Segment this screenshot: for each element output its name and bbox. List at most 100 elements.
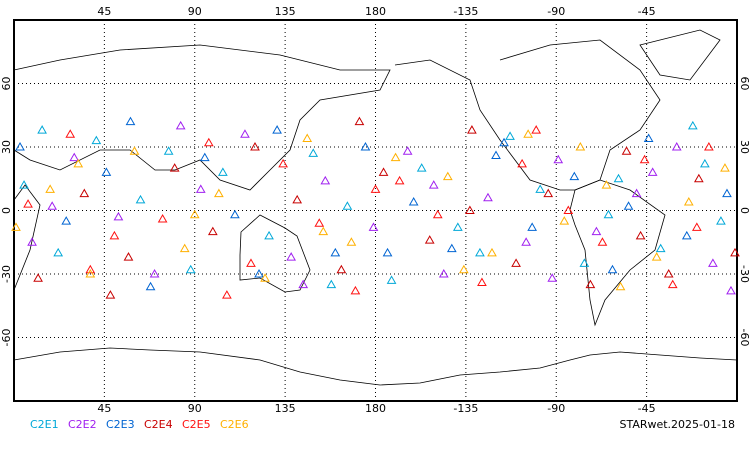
point-marker	[521, 237, 531, 246]
y-tick-label: 0	[738, 207, 750, 214]
x-tick-label: -135	[453, 402, 478, 415]
point-marker	[483, 192, 493, 202]
point-marker	[163, 146, 174, 155]
point-marker	[157, 213, 168, 223]
x-tick-label: 180	[365, 5, 386, 18]
point-marker	[535, 184, 546, 193]
point-marker	[15, 141, 25, 151]
point-marker	[597, 237, 608, 246]
x-tick-label: -45	[638, 402, 656, 415]
point-marker	[708, 258, 718, 267]
point-marker	[575, 141, 586, 151]
x-tick-label: -45	[638, 5, 656, 18]
legend-label: C2E5	[182, 418, 211, 431]
point-marker	[442, 171, 453, 181]
point-marker	[298, 279, 309, 289]
point-marker	[123, 252, 134, 261]
point-marker	[446, 243, 457, 253]
point-marker	[487, 247, 497, 257]
point-marker	[320, 175, 331, 185]
point-marker	[195, 184, 206, 193]
point-marker	[203, 137, 214, 147]
point-marker	[145, 281, 156, 291]
point-marker	[37, 125, 47, 134]
point-marker	[386, 275, 397, 284]
point-marker	[254, 268, 264, 278]
point-marker	[207, 226, 218, 236]
y-tick-label: -30	[738, 265, 750, 283]
point-marker	[129, 146, 140, 155]
point-marker	[428, 180, 439, 189]
point-marker	[667, 279, 678, 289]
legend-label: C2E2	[68, 418, 97, 431]
point-marker	[109, 230, 120, 240]
point-marker	[543, 188, 554, 198]
point-marker	[613, 173, 624, 183]
point-marker	[260, 273, 270, 282]
point-marker	[663, 268, 674, 278]
point-marker	[651, 252, 662, 261]
point-marker	[438, 268, 449, 278]
point-marker	[346, 237, 357, 246]
point-marker	[105, 290, 116, 299]
point-marker	[553, 154, 564, 164]
point-marker	[350, 285, 361, 295]
point-marker	[213, 188, 224, 198]
point-marker	[23, 199, 33, 208]
point-marker	[491, 150, 501, 159]
point-marker	[671, 141, 682, 151]
point-marker	[113, 211, 124, 221]
points	[11, 116, 740, 299]
point-marker	[199, 152, 210, 162]
point-marker	[318, 226, 329, 236]
point-marker	[175, 120, 186, 130]
point-marker	[326, 279, 337, 289]
point-marker	[722, 188, 732, 198]
point-marker	[621, 146, 632, 155]
point-marker	[230, 209, 240, 219]
point-marker	[603, 209, 614, 219]
point-marker	[246, 258, 256, 267]
point-marker	[354, 116, 365, 126]
point-marker	[559, 216, 570, 225]
point-marker	[302, 133, 313, 143]
point-marker	[378, 167, 389, 176]
point-marker	[149, 268, 160, 278]
point-marker	[655, 243, 666, 253]
point-marker	[382, 247, 393, 257]
point-marker	[527, 222, 538, 231]
y-tick-label: 60	[738, 77, 750, 91]
x-tick-label: 90	[188, 5, 202, 18]
point-marker	[292, 194, 303, 204]
point-marker	[330, 247, 341, 257]
y-tick-label: -30	[0, 265, 13, 283]
point-marker	[635, 230, 646, 240]
point-marker	[647, 167, 658, 176]
x-tick-label: 180	[365, 402, 386, 415]
point-marker	[135, 194, 146, 204]
legend-label: C2E6	[220, 418, 249, 431]
point-marker	[185, 264, 196, 274]
x-tick-label: 135	[275, 402, 296, 415]
point-marker	[477, 277, 487, 286]
point-marker	[408, 197, 419, 206]
point-marker	[691, 222, 702, 231]
point-marker	[643, 133, 654, 143]
point-marker	[591, 226, 602, 236]
point-marker	[278, 158, 288, 168]
point-marker	[11, 222, 21, 231]
point-marker	[360, 141, 371, 151]
point-marker	[169, 163, 180, 172]
point-marker	[465, 205, 475, 214]
point-marker	[65, 129, 76, 138]
point-marker	[623, 201, 634, 210]
point-marker	[85, 264, 96, 274]
legend-label: C2E1	[30, 418, 59, 431]
point-marker	[79, 188, 90, 198]
point-marker	[69, 152, 80, 162]
point-marker	[720, 163, 730, 172]
point-marker	[639, 154, 650, 164]
point-marker	[314, 218, 325, 227]
point-marker	[615, 281, 626, 291]
